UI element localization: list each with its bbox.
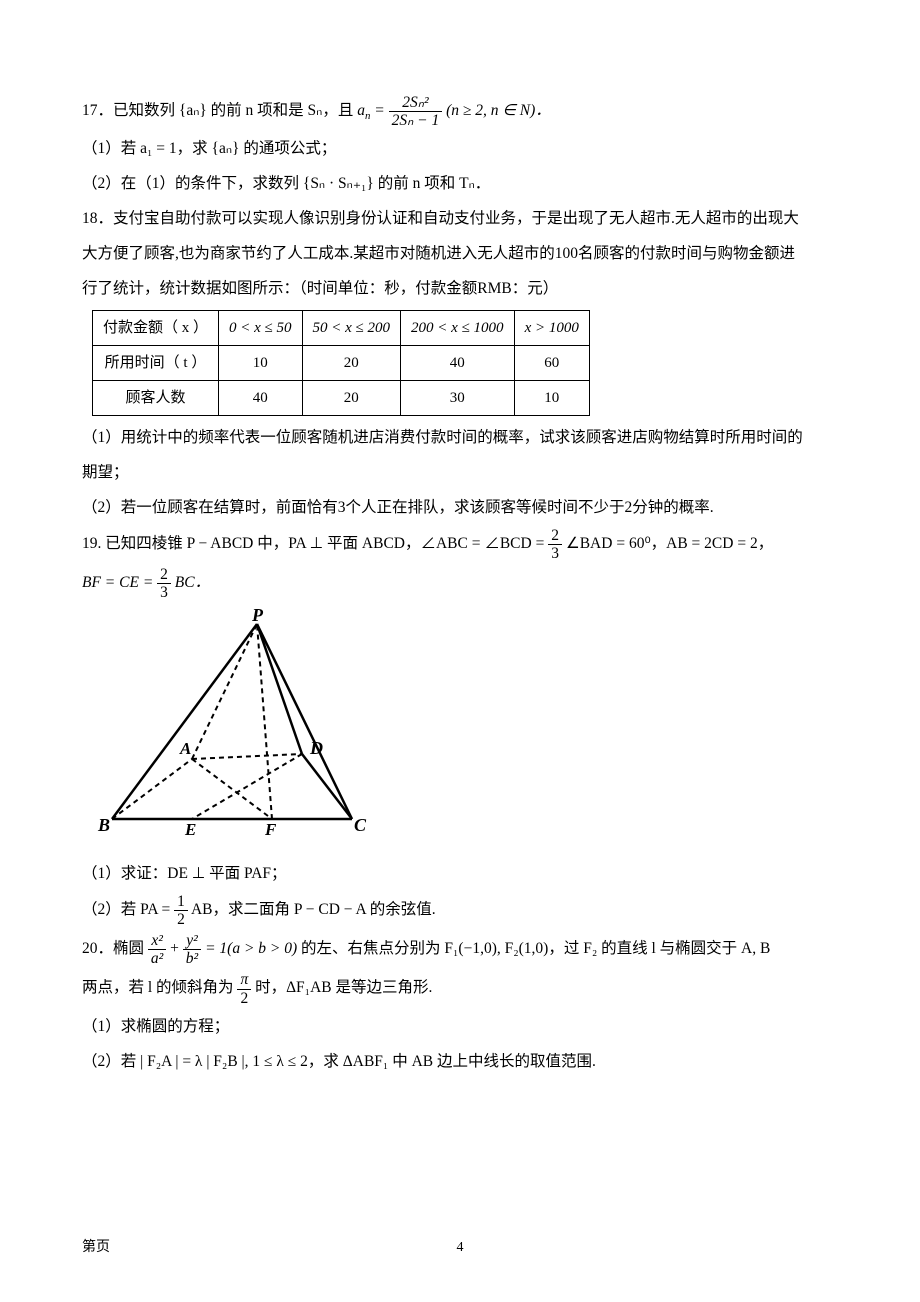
q19-intro-a: 19. 已知四棱锥 P − ABCD 中，PA ⊥ 平面 ABCD，∠ABC =… xyxy=(82,535,548,552)
q20-plus: + xyxy=(170,940,183,957)
q20-intro: 20．椭圆 x² a² + y² b² = 1(a > b > 0) 的左、右焦… xyxy=(82,932,838,967)
q20-angle-frac: π 2 xyxy=(237,971,251,1006)
label-D: D xyxy=(309,738,323,758)
q20-ang-d: 2 xyxy=(237,990,251,1007)
q19-p2-frac: 1 2 xyxy=(174,893,188,928)
q20-f2d: b² xyxy=(183,950,201,967)
q20-f2n: y² xyxy=(183,932,201,950)
q19-line2-a: BF = CE = xyxy=(82,574,157,591)
label-A: A xyxy=(179,739,191,758)
q17-intro: 17．已知数列 {aₙ} 的前 n 项和是 Sₙ，且 an = 2Sₙ² 2Sₙ… xyxy=(82,94,838,129)
q17-formula-frac: 2Sₙ² 2Sₙ − 1 xyxy=(389,94,443,129)
label-E: E xyxy=(184,820,196,839)
hdr-3: 200 < x ≤ 1000 xyxy=(401,311,515,346)
q18-part1b: 期望； xyxy=(82,457,838,488)
c-4: 10 xyxy=(514,381,589,416)
q18-intro-3: 行了统计，统计数据如图所示：（时间单位：秒，付款金额RMB：元） xyxy=(82,273,838,304)
q19-p2a: （2）若 PA = xyxy=(82,901,174,918)
label-B: B xyxy=(97,815,110,835)
q17-formula-lhs: an = xyxy=(357,102,388,119)
q19-figure: P A B C D E F xyxy=(92,609,838,850)
footer-pagenum: 4 xyxy=(457,1240,464,1255)
c-3: 30 xyxy=(401,381,515,416)
q19-l2-frac-num: 2 xyxy=(157,566,171,584)
q20-f1n: x² xyxy=(148,932,166,950)
q19-line2-frac: 2 3 xyxy=(157,566,171,601)
q19-l2-frac-den: 3 xyxy=(157,584,171,601)
q20-b: = 1(a > b > 0) xyxy=(205,940,297,957)
c-2: 20 xyxy=(302,381,401,416)
q20-line2: 两点，若 l 的倾斜角为 π 2 时，ΔF₁AB 是等边三角形. xyxy=(82,971,838,1006)
q19-intro-b: ∠BAD = 60⁰，AB = 2CD = 2， xyxy=(566,535,773,552)
q20-part2: （2）若 | F₂A | = λ | F₂B |, 1 ≤ λ ≤ 2，求 ΔA… xyxy=(82,1046,838,1077)
q17-frac-den: 2Sₙ − 1 xyxy=(389,112,443,129)
q19-part1: （1）求证：DE ⊥ 平面 PAF； xyxy=(82,858,838,889)
footer-label: 第页 xyxy=(82,1234,110,1262)
q19-p2-num: 1 xyxy=(174,893,188,911)
q20-l2b: 时，ΔF₁AB 是等边三角形. xyxy=(255,980,432,997)
label-C: C xyxy=(354,815,367,835)
t-0: 所用时间（ t ） xyxy=(93,346,219,381)
q18-part2: （2）若一位顾客在结算时，前面恰有3个人正在排队，求该顾客等候时间不少于2分钟的… xyxy=(82,492,838,523)
q17-formula-tail: (n ≥ 2, n ∈ N)． xyxy=(446,102,551,119)
q20-ang-n: π xyxy=(237,971,251,989)
table-row-header: 付款金额（ x ） 0 < x ≤ 50 50 < x ≤ 200 200 < … xyxy=(93,311,590,346)
hdr-2: 50 < x ≤ 200 xyxy=(302,311,401,346)
q17-part2: （2）在（1）的条件下，求数列 {Sₙ · Sₙ₊₁} 的前 n 项和 Tₙ． xyxy=(82,168,838,199)
q20-part1: （1）求椭圆的方程； xyxy=(82,1011,838,1042)
t-3: 40 xyxy=(401,346,515,381)
page-container: 17．已知数列 {aₙ} 的前 n 项和是 Sₙ，且 an = 2Sₙ² 2Sₙ… xyxy=(0,0,920,1302)
q17-intro-text: 17．已知数列 {aₙ} 的前 n 项和是 Sₙ，且 xyxy=(82,102,357,119)
q19-intro-frac-num: 2 xyxy=(548,527,562,545)
q19-line2: BF = CE = 2 3 BC． xyxy=(82,566,838,601)
hdr-0: 付款金额（ x ） xyxy=(93,311,219,346)
q20-f1d: a² xyxy=(148,950,166,967)
hdr-4: x > 1000 xyxy=(514,311,589,346)
q20-frac2: y² b² xyxy=(183,932,201,967)
q18-intro-1: 18．支付宝自助付款可以实现人像识别身份认证和自动支付业务，于是出现了无人超市.… xyxy=(82,203,838,234)
q20-c: 的左、右焦点分别为 F₁(−1,0), F₂(1,0)，过 F₂ 的直线 l 与… xyxy=(301,940,770,957)
q19-line2-b: BC． xyxy=(175,574,210,591)
table-row-time: 所用时间（ t ） 10 20 40 60 xyxy=(93,346,590,381)
pyramid-diagram: P A B C D E F xyxy=(92,609,382,839)
t-1: 10 xyxy=(219,346,303,381)
q17-frac-num: 2Sₙ² xyxy=(389,94,443,112)
c-0: 顾客人数 xyxy=(93,381,219,416)
page-footer: 第页 4 xyxy=(82,1234,838,1262)
q19-intro-frac-den: 3 xyxy=(548,545,562,562)
t-4: 60 xyxy=(514,346,589,381)
q19-intro-frac: 2 3 xyxy=(548,527,562,562)
hdr-1: 0 < x ≤ 50 xyxy=(219,311,303,346)
q19-p2b: AB，求二面角 P − CD − A 的余弦值. xyxy=(191,901,436,918)
q19-p2-den: 2 xyxy=(174,911,188,928)
q20-l2a: 两点，若 l 的倾斜角为 xyxy=(82,980,237,997)
q18-table: 付款金额（ x ） 0 < x ≤ 50 50 < x ≤ 200 200 < … xyxy=(92,310,590,416)
q20-frac1: x² a² xyxy=(148,932,166,967)
q20-a: 20．椭圆 xyxy=(82,940,148,957)
q17-part1: （1）若 a₁ = 1，求 {aₙ} 的通项公式； xyxy=(82,133,838,164)
q18-intro-2: 大方便了顾客,也为商家节约了人工成本.某超市对随机进入无人超市的100名顾客的付… xyxy=(82,238,838,269)
q18-part1a: （1）用统计中的频率代表一位顾客随机进店消费付款时间的概率，试求该顾客进店购物结… xyxy=(82,422,838,453)
label-P: P xyxy=(251,609,264,625)
q19-intro: 19. 已知四棱锥 P − ABCD 中，PA ⊥ 平面 ABCD，∠ABC =… xyxy=(82,527,838,562)
q19-part2: （2）若 PA = 1 2 AB，求二面角 P − CD − A 的余弦值. xyxy=(82,893,838,928)
c-1: 40 xyxy=(219,381,303,416)
table-row-count: 顾客人数 40 20 30 10 xyxy=(93,381,590,416)
label-F: F xyxy=(264,820,277,839)
t-2: 20 xyxy=(302,346,401,381)
